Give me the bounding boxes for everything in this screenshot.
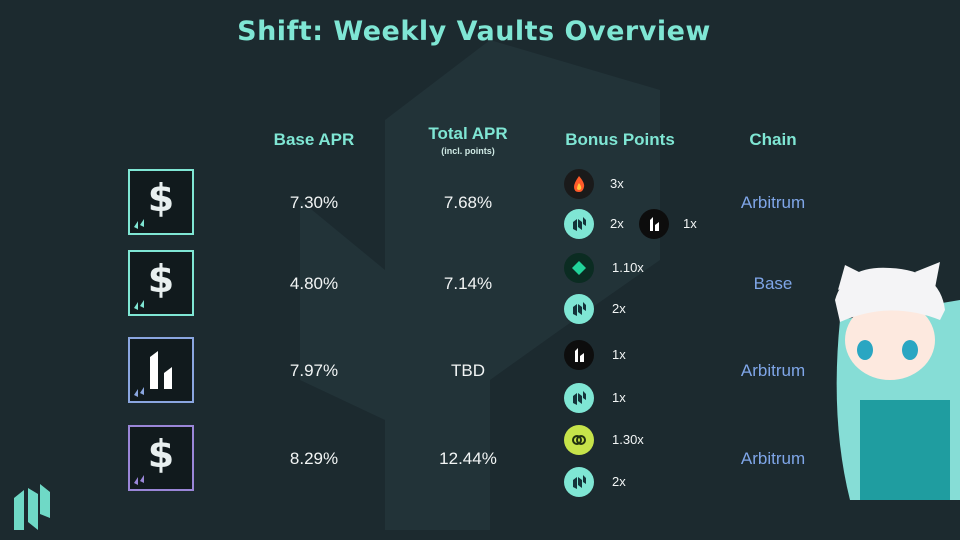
svg-text:$: $ [148, 176, 174, 220]
chain-name: Arbitrum [740, 193, 806, 212]
vault-icon [128, 337, 194, 403]
chain-name: Arbitrum [740, 449, 806, 468]
bonus-icon [564, 340, 594, 370]
bonus-multiplier: 2x [612, 301, 626, 316]
bonus-icon [564, 253, 594, 283]
total-apr: 7.68% [443, 193, 493, 212]
bonus-icon [564, 294, 594, 324]
title: Shift: Weekly Vaults Overview [237, 16, 711, 47]
total-apr: TBD [451, 361, 485, 380]
column-header: Chain [749, 130, 797, 149]
base-apr: 7.30% [289, 193, 339, 212]
column-header: Bonus Points [565, 130, 675, 149]
bonus-multiplier: 1x [612, 347, 626, 362]
base-apr: 7.97% [289, 361, 339, 380]
chain-name: Base [753, 274, 793, 293]
bonus-icon [564, 169, 594, 199]
bonus-icon [639, 209, 669, 239]
vault-icon: $ [128, 169, 194, 235]
column-note: (incl. points) [441, 146, 495, 156]
chain-name: Arbitrum [740, 361, 806, 380]
svg-text:$: $ [148, 257, 174, 301]
bonus-icon [564, 467, 594, 497]
mascot [835, 262, 960, 500]
bonus-multiplier: 3x [610, 176, 624, 191]
total-apr: 7.14% [443, 274, 493, 293]
column-header: Total APR [428, 124, 508, 143]
bonus-multiplier: 1x [612, 390, 626, 405]
bonus-multiplier: 2x [610, 216, 624, 231]
total-apr: 12.44% [439, 449, 497, 468]
bonus-multiplier: 2x [612, 474, 626, 489]
bonus-multiplier: 1.30x [612, 432, 644, 447]
base-apr: 8.29% [289, 449, 339, 468]
bonus-icon [564, 383, 594, 413]
bonus-icon [564, 209, 594, 239]
svg-text:$: $ [148, 432, 174, 476]
vault-icon: $ [128, 425, 194, 491]
bonus-multiplier: 1.10x [612, 260, 644, 275]
base-apr: 4.80% [289, 274, 339, 293]
vault-icon: $ [128, 250, 194, 316]
bonus-multiplier: 1x [683, 216, 697, 231]
column-header: Base APR [273, 130, 355, 149]
bonus-icon [564, 425, 594, 455]
